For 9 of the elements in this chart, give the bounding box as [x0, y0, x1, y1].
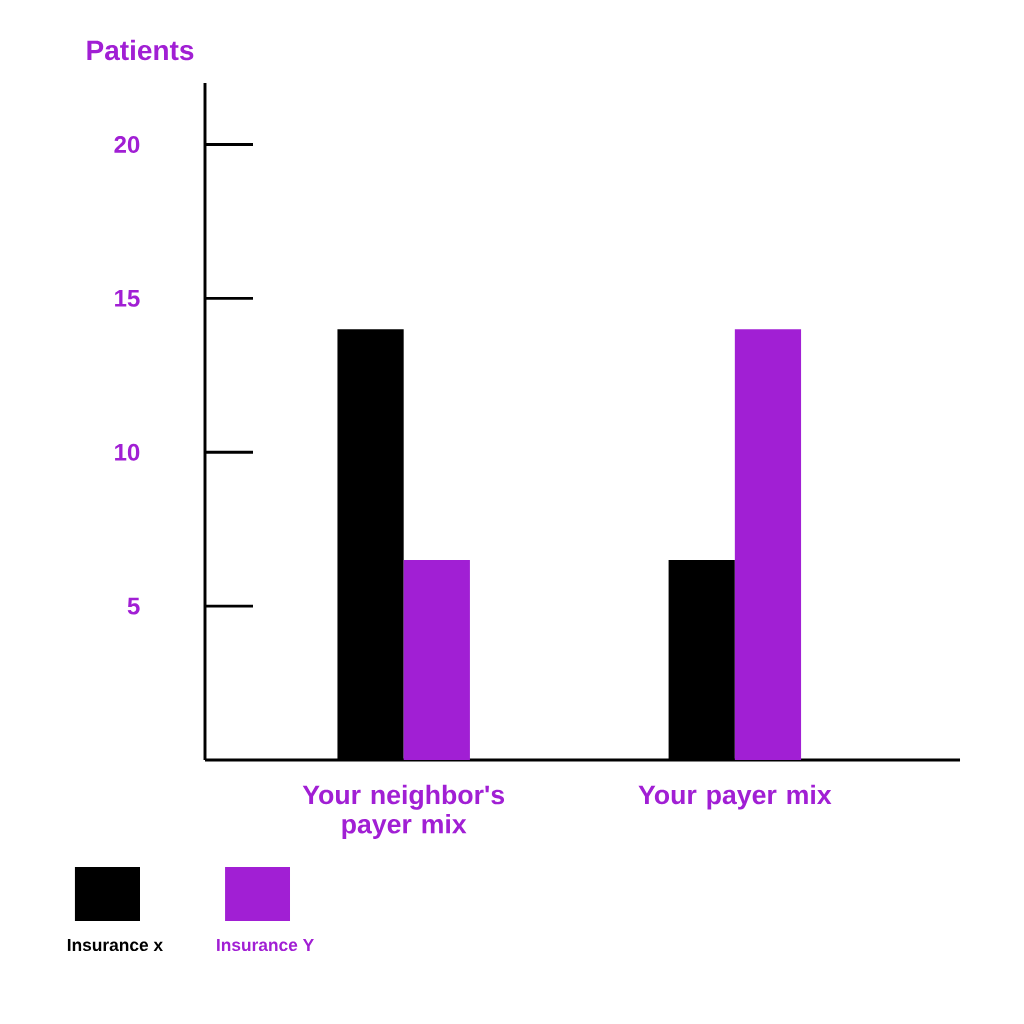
text: Insurance x: [67, 939, 163, 952]
y-axis-title: Patients: [87, 39, 194, 61]
y-tick-label: 10: [115, 443, 140, 461]
x-tick-label: Your payer mix: [638, 784, 832, 810]
y-tick-label: 15: [115, 290, 140, 307]
x-tick-label: Your neighbor's payer mix: [302, 784, 505, 839]
y-tick-label: 20: [114, 136, 140, 154]
y-tick-label: 5: [127, 597, 140, 615]
text: Insurance Y: [217, 939, 314, 952]
